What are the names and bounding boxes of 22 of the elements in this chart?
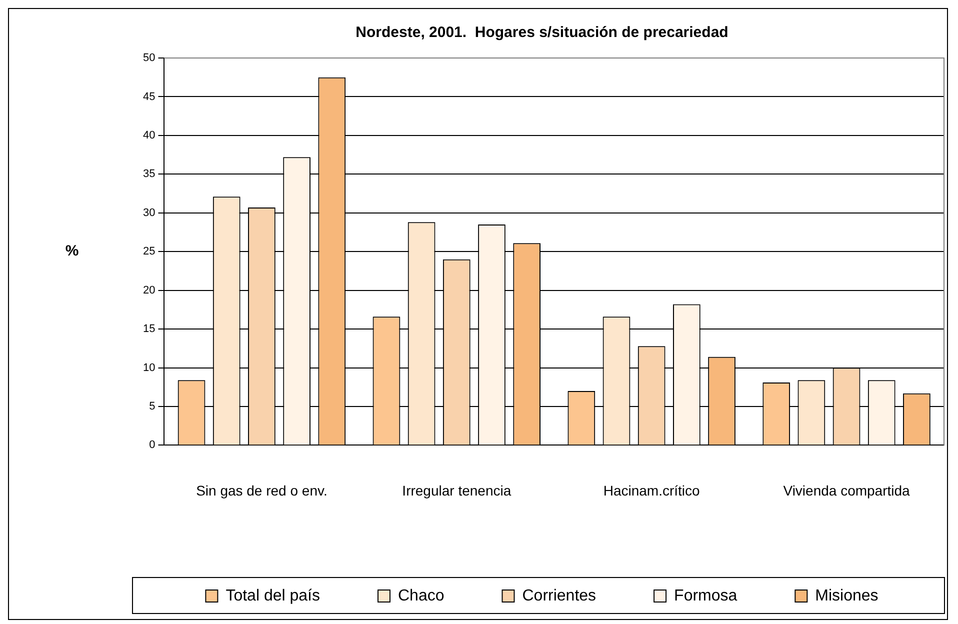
y-tick-label: 20 <box>142 284 156 296</box>
legend-label: Corrientes <box>522 587 596 604</box>
chart-title: Nordeste, 2001. Hogares s/situación de precariedad <box>356 24 728 42</box>
y-tick-label: 45 <box>142 90 156 103</box>
y-tick-label: 30 <box>142 206 156 219</box>
y-axis-title: % <box>65 242 79 260</box>
x-tick-label: Vivienda compartida <box>783 482 910 498</box>
y-tick-label: 0 <box>149 439 156 452</box>
y-tick-label: 15 <box>142 323 156 336</box>
y-tick-label: 35 <box>142 168 156 180</box>
x-tick-label: Sin gas de red o env. <box>196 482 328 498</box>
legend-label: Misiones <box>815 587 878 604</box>
legend-label: Total del país <box>226 587 320 604</box>
y-tick-label: 5 <box>149 400 156 413</box>
x-tick-label: Hacinam.crítico <box>603 482 700 498</box>
legend-label: Formosa <box>674 587 738 604</box>
y-tick-label: 10 <box>142 362 156 374</box>
y-tick-label: 40 <box>142 129 156 142</box>
y-tick-label: 50 <box>142 52 156 64</box>
legend-label: Chaco <box>398 587 444 604</box>
y-tick-label: 25 <box>142 246 156 258</box>
x-tick-label: Irregular tenencia <box>402 482 512 498</box>
